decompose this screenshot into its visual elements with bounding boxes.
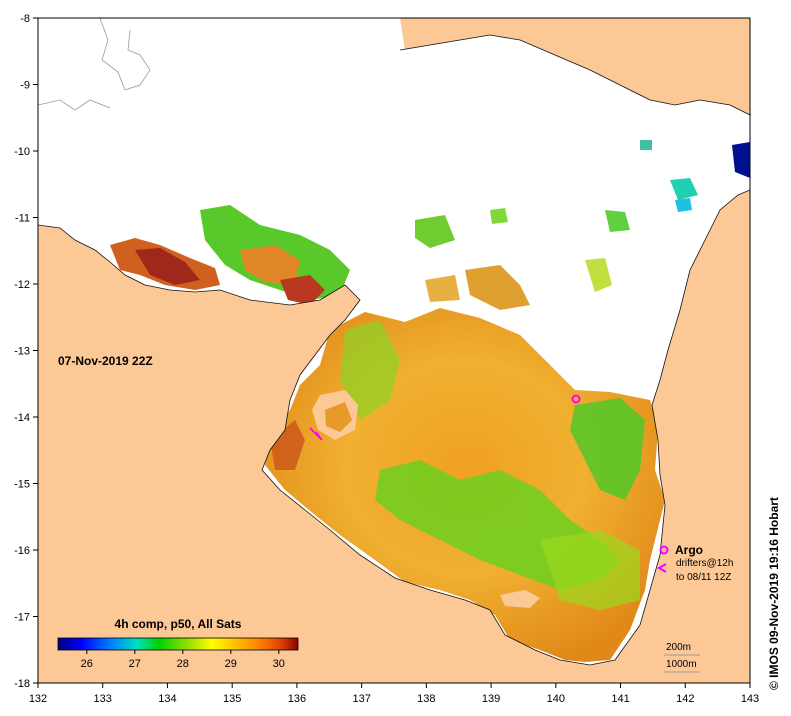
colorbar-title: 4h comp, p50, All Sats	[115, 617, 242, 631]
sst-cool-patch-southeast	[540, 530, 640, 610]
x-tick-label: 142	[676, 693, 694, 705]
y-tick-label: -8	[20, 13, 30, 25]
y-tick-label: -12	[14, 279, 30, 291]
legend-contour-200m: 200m	[666, 642, 691, 653]
sst-field-arafura-red2	[280, 275, 325, 305]
credit-text: © IMOS 09-Nov-2019 19:16 Hobart	[767, 497, 781, 690]
argo-float-marker-icon	[571, 394, 581, 404]
sst-field-arafura-red	[135, 248, 200, 285]
legend-drifters-line1: drifters@12h	[676, 558, 733, 569]
sst-warm-coast-west	[270, 420, 305, 470]
x-tick-label: 143	[741, 693, 759, 705]
x-axis: 132 133 134 135 136 137 138 139 140 141 142 143	[29, 683, 759, 705]
x-tick-label: 136	[288, 693, 306, 705]
drifter-track-icon	[309, 427, 323, 441]
colorbar-ticks: 26 27 28 29 30	[81, 650, 285, 670]
land-australia	[38, 190, 750, 683]
land-new-guinea	[400, 18, 750, 115]
sst-patch-north-1	[415, 215, 455, 248]
sst-patch-north-2	[465, 265, 530, 310]
x-tick-label: 132	[29, 693, 47, 705]
sst-patch-north-8	[675, 198, 692, 212]
sst-patch-north-4	[585, 258, 612, 292]
land-mornington-island	[500, 590, 540, 608]
x-tick-label: 141	[611, 693, 629, 705]
argo-marker-icon	[659, 545, 669, 555]
y-tick-label: -18	[14, 678, 30, 690]
x-tick-label: 138	[417, 693, 435, 705]
colorbar-tick-label: 26	[81, 658, 93, 670]
x-tick-label: 137	[352, 693, 370, 705]
sst-cool-patch-east	[570, 398, 645, 500]
legend-argo: Argo	[675, 543, 703, 557]
sst-patch-north-3	[425, 275, 460, 302]
legend-contour-1000m: 1000m	[666, 659, 697, 670]
sst-patch-north-5	[605, 210, 630, 232]
sst-patch-north-6	[490, 208, 508, 224]
x-tick-label: 139	[482, 693, 500, 705]
x-tick-label: 140	[547, 693, 565, 705]
sst-patch-north-7	[670, 178, 698, 200]
colorbar-tick-label: 27	[129, 658, 141, 670]
y-tick-label: -15	[14, 479, 30, 491]
y-tick-label: -14	[14, 412, 30, 424]
colorbar	[57, 637, 299, 651]
y-tick-label: -16	[14, 545, 30, 557]
y-tick-label: -11	[15, 213, 30, 225]
drifter-marker-icon	[656, 563, 667, 573]
colorbar-tick-label: 28	[177, 658, 189, 670]
y-tick-label: -13	[14, 346, 30, 358]
y-tick-label: -10	[14, 146, 30, 158]
coastline-new-guinea	[399, 34, 750, 116]
contour-200m	[99, 18, 151, 91]
x-tick-label: 133	[94, 693, 112, 705]
y-tick-label: -9	[20, 80, 30, 92]
x-tick-label: 134	[158, 693, 176, 705]
x-tick-label: 135	[223, 693, 241, 705]
timestamp-label: 07-Nov-2019 22Z	[58, 354, 153, 368]
colorbar-tick-label: 30	[273, 658, 285, 670]
y-axis: -8 -9 -10 -11 -12 -13 -14 -15 -16 -17 -18	[14, 13, 38, 690]
y-tick-label: -17	[14, 612, 30, 624]
sst-field-arafura-orange	[240, 245, 300, 285]
legend-drifters-line2: to 08/11 12Z	[676, 572, 731, 583]
coastline-north	[38, 189, 750, 666]
sst-patch-north-9	[732, 142, 750, 178]
sst-patch-north-10	[640, 140, 652, 150]
contour-1000m	[38, 99, 111, 111]
sst-inner-bay	[325, 402, 352, 432]
colorbar-tick-label: 29	[225, 658, 237, 670]
sst-cool-patch-west	[340, 320, 400, 420]
